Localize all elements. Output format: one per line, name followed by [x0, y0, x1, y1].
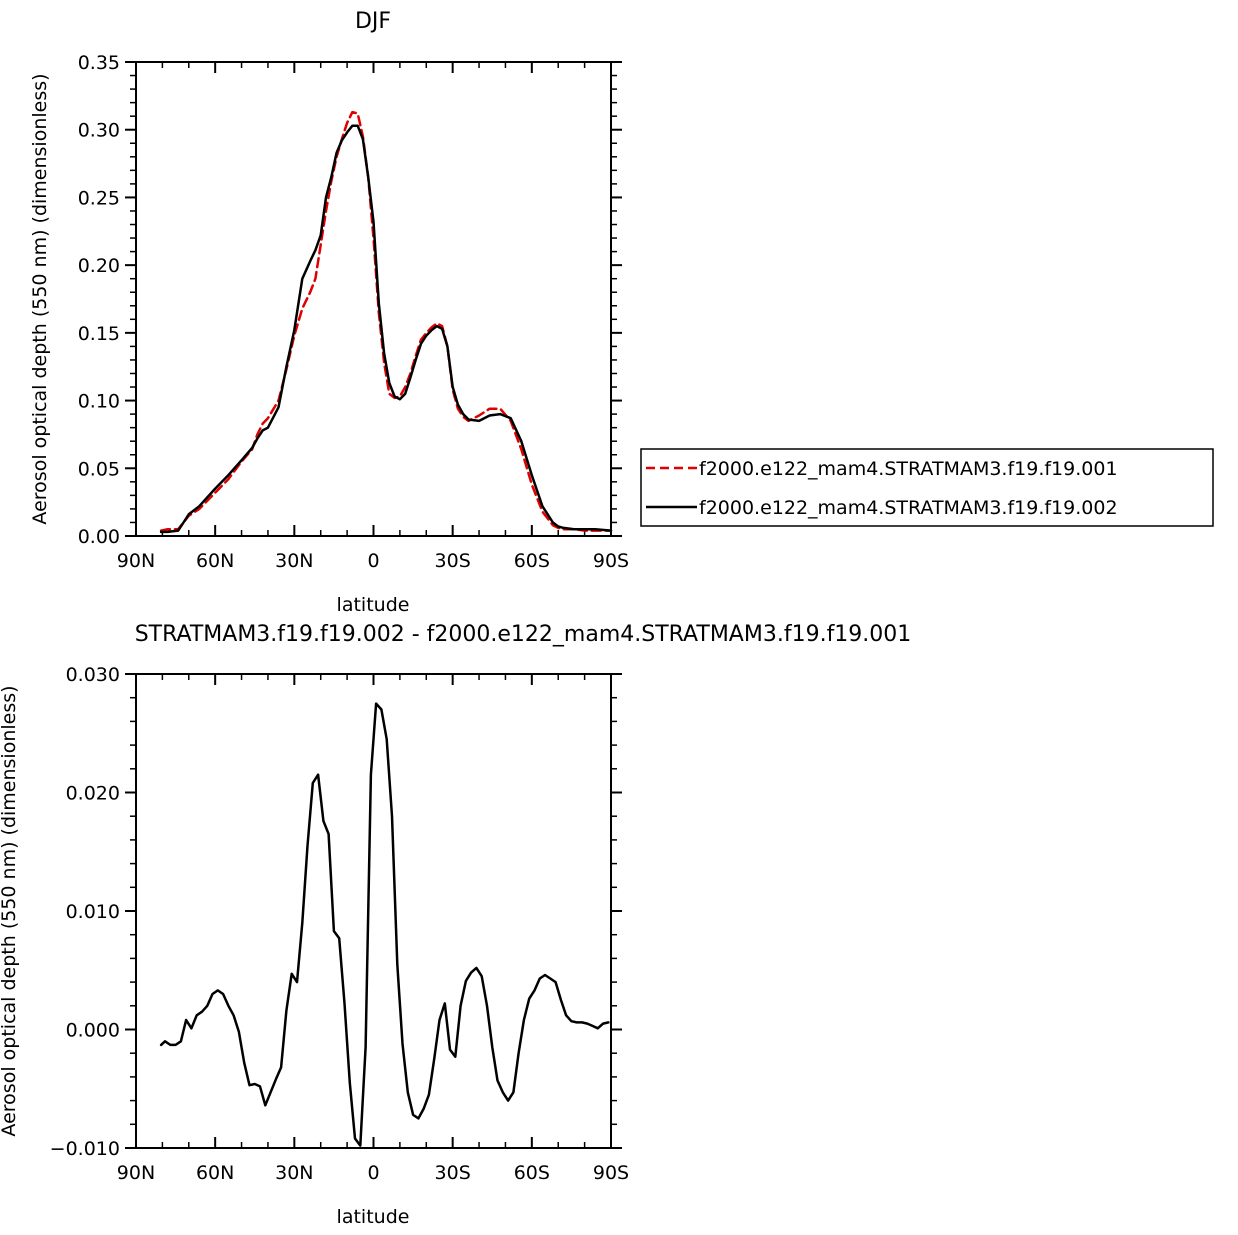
bottom-chart-frame: [135, 673, 612, 1149]
top-chart-y-tick-label: 0.05: [78, 458, 120, 480]
top-chart-frame: [135, 61, 612, 537]
top-chart-series: [159, 110, 613, 534]
bottom-chart-y-tick-label: 0.030: [66, 664, 120, 686]
top-chart-y-tick-label: 0.20: [78, 255, 120, 277]
bottom-chart-x-tick-label: 60N: [196, 1162, 234, 1184]
bottom-chart-ticks: 90N 60N 30N 0 30S 60S 90S −0.010 0.000 0.010 0.020…: [50, 664, 629, 1184]
legend: f2000.e122_mam4.STRATMAM3.f19.f19.001 f2…: [640, 448, 1214, 527]
top-chart-x-tick-label: 90S: [593, 550, 629, 572]
top-chart-panel: DJF Aerosol optical depth (550 nm) (dime…: [29, 9, 629, 616]
top-chart-series-line-2: [159, 124, 613, 534]
top-chart-y-tick-label: 0.35: [78, 52, 120, 74]
top-chart-series-line-1: [159, 110, 613, 532]
bottom-chart-panel: STRATMAM3.f19.f19.002 - f2000.e122_mam4.…: [0, 622, 911, 1228]
bottom-chart-x-tick-label: 0: [367, 1162, 379, 1184]
top-chart-y-tick-label: 0.00: [78, 526, 120, 548]
top-chart-ticks: 90N 60N 30N 0 30S 60S 90S 0.00 0.05 0.10 0.15 0.20 0…: [78, 52, 629, 572]
top-chart-y-axis-label: Aerosol optical depth (550 nm) (dimensio…: [29, 73, 51, 524]
top-chart-y-tick-label: 0.30: [78, 120, 120, 142]
bottom-chart-y-tick-label: 0.000: [66, 1020, 120, 1042]
bottom-chart-x-tick-label: 30N: [275, 1162, 313, 1184]
bottom-chart-y-tick-label: 0.020: [66, 783, 120, 805]
legend-label-series-2: f2000.e122_mam4.STRATMAM3.f19.f19.002: [699, 497, 1118, 519]
bottom-chart-x-tick-label: 30S: [435, 1162, 471, 1184]
top-chart-x-tick-label: 90N: [117, 550, 155, 572]
bottom-chart-title: STRATMAM3.f19.f19.002 - f2000.e122_mam4.…: [135, 622, 912, 647]
bottom-chart-y-tick-label: −0.010: [50, 1138, 120, 1160]
top-chart-title: DJF: [355, 9, 391, 34]
top-chart-x-tick-label: 30S: [435, 550, 471, 572]
bottom-chart-x-tick-label: 90N: [117, 1162, 155, 1184]
top-chart-x-axis-label: latitude: [337, 594, 410, 616]
bottom-chart-x-tick-label: 90S: [593, 1162, 629, 1184]
top-chart-x-tick-label: 30N: [275, 550, 313, 572]
bottom-chart-y-tick-label: 0.010: [66, 901, 120, 923]
top-chart-x-tick-label: 60S: [514, 550, 550, 572]
legend-box: [640, 448, 1214, 527]
bottom-chart-series: [159, 702, 610, 1147]
top-chart-y-tick-label: 0.10: [78, 391, 120, 413]
top-chart-y-tick-label: 0.15: [78, 323, 120, 345]
bottom-chart-y-axis-label: Aerosol optical depth (550 nm) (dimensio…: [0, 685, 20, 1136]
bottom-chart-x-axis-label: latitude: [337, 1206, 410, 1228]
top-chart-x-tick-label: 60N: [196, 550, 234, 572]
legend-label-series-1: f2000.e122_mam4.STRATMAM3.f19.f19.001: [699, 458, 1118, 480]
top-chart-y-tick-label: 0.25: [78, 187, 120, 209]
bottom-chart-series-line-1: [159, 702, 610, 1147]
top-chart-x-tick-label: 0: [367, 550, 379, 572]
bottom-chart-x-tick-label: 60S: [514, 1162, 550, 1184]
